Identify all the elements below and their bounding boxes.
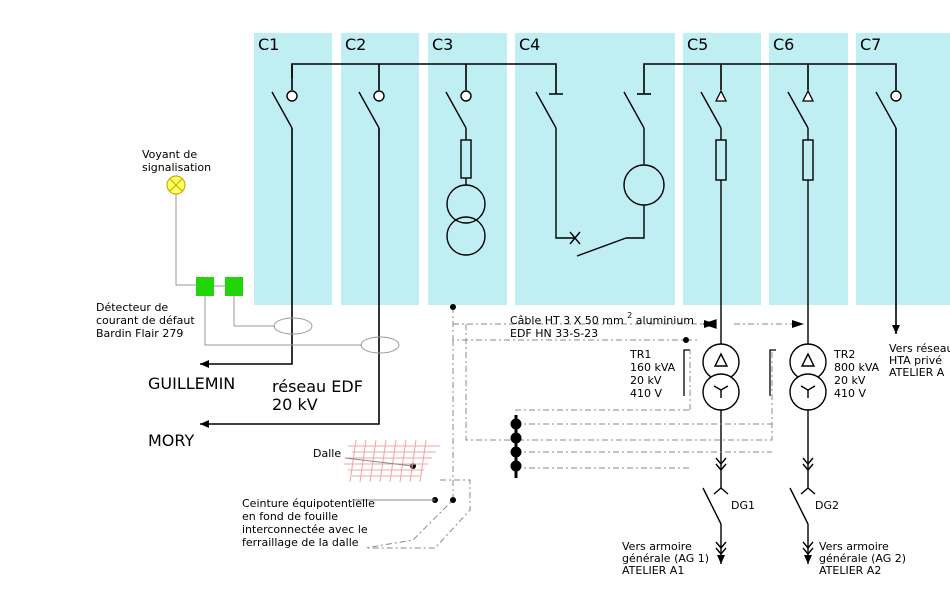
earth-node-1 [450, 304, 456, 310]
cell-c3 [428, 33, 507, 305]
c5-c6-feeders [715, 128, 814, 346]
dg1-label: DG1 [731, 499, 755, 512]
cell-c7 [856, 33, 950, 305]
feeders [200, 128, 380, 428]
ag2-label: Vers armoire générale (AG 2) ATELIER A2 [819, 540, 910, 577]
cell-label-c1: C1 [258, 35, 279, 54]
dg2-label: DG2 [815, 499, 839, 512]
fault-detector-1 [196, 277, 214, 296]
c4-circuit [555, 128, 665, 257]
cell-c1 [254, 33, 332, 305]
signal-lamp-icon [166, 175, 186, 195]
guillemin-label: GUILLEMIN [148, 374, 235, 393]
switch-blades [271, 91, 897, 129]
ag1-label: Vers armoire générale (AG 1) ATELIER A1 [622, 540, 713, 577]
detector-label: Détecteur de courant de défaut Bardin Fl… [96, 301, 198, 340]
lv-outgoing [702, 410, 816, 564]
cell-c5 [683, 33, 761, 305]
tr1-label: TR1 160 kVA 20 kV 410 V [629, 348, 679, 400]
ceinture-label: Ceinture équipotentielle en fond de foui… [242, 497, 378, 549]
cells [254, 33, 950, 305]
cell-c4 [515, 33, 675, 305]
hta-label: Vers réseau HTA privé ATELIER A [889, 342, 950, 379]
cell-label-c5: C5 [687, 35, 708, 54]
triangle-markers [714, 89, 815, 102]
cell-label-c7: C7 [860, 35, 881, 54]
tr1-symbol [702, 343, 740, 411]
dalle-slab [344, 439, 440, 483]
tr2-label: TR2 800 kVA 20 kV 410 V [833, 348, 883, 400]
dalle-leader [344, 457, 414, 467]
transformer-brackets [683, 349, 776, 396]
c3-aux-transformer [446, 128, 486, 256]
lamp-wire [175, 194, 196, 286]
cell-c2 [341, 33, 419, 305]
mory-label: MORY [148, 431, 194, 450]
voyant-label: Voyant de signalisation [142, 148, 211, 174]
cell-label-c2: C2 [345, 35, 366, 54]
switches [286, 90, 902, 102]
earth-node-5 [683, 337, 689, 343]
tr2-symbol [789, 343, 827, 411]
cable-arrow-right-2 [792, 320, 804, 328]
earth-node-4 [450, 497, 456, 503]
fault-detector-2 [225, 277, 243, 296]
cable-label: Câble HT 3 X 50 mm 2 aluminium EDF HN 33… [510, 308, 698, 340]
cell-label-c6: C6 [773, 35, 794, 54]
reseau-edf-label: réseau EDF 20 kV [272, 377, 368, 414]
cell-label-c4: C4 [519, 35, 540, 54]
busbars [291, 63, 897, 95]
earth-bar [510, 415, 522, 478]
cell-label-c3: C3 [432, 35, 453, 54]
dalle-label: Dalle [313, 447, 341, 460]
cable-dashed-lines [364, 307, 792, 549]
detector-wires [204, 285, 400, 354]
cable-arrow-right-1 [704, 320, 716, 328]
